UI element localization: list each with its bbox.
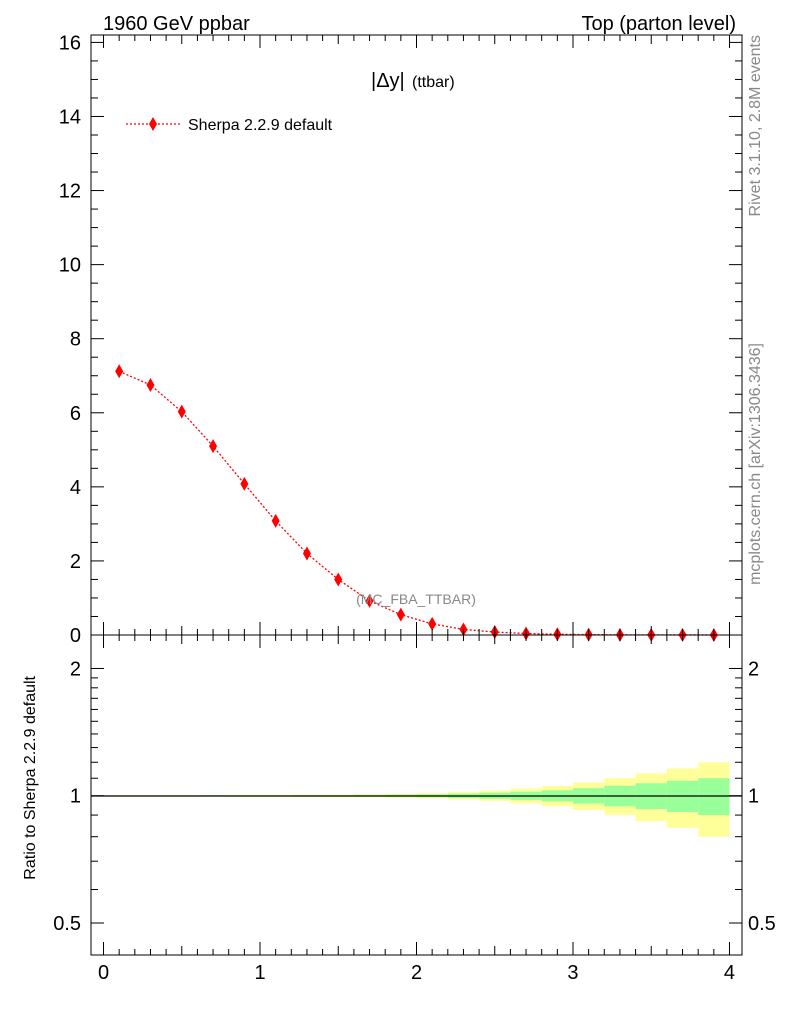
- ratio-panel: 0.5 0.5 1 1 2 2 Ratio to Sherpa 2.2.9 default: [22, 634, 776, 956]
- ratio-ticks: 0.5 0.5 1 1 2 2: [53, 658, 776, 935]
- y-tick-label: 10: [59, 255, 81, 277]
- data-point: [146, 378, 155, 392]
- legend: Sherpa 2.2.9 default: [126, 117, 333, 134]
- data-point: [365, 593, 374, 608]
- y-tick-label: 8: [70, 329, 81, 351]
- x-tick-label: 2: [411, 962, 422, 984]
- data-point: [396, 607, 405, 622]
- data-point: [428, 616, 437, 631]
- y-tick-label: 16: [59, 32, 81, 54]
- ratio-bands: [103, 762, 730, 837]
- header-right-title: Top (parton level): [581, 13, 736, 35]
- ratio-y-tick-label-right: 1: [748, 786, 759, 808]
- y-tick-label: 2: [70, 551, 81, 573]
- ratio-y-tick-label-right: 2: [748, 658, 759, 680]
- x-axis-ticks: 0 1 2 3 4: [98, 35, 735, 984]
- data-point: [334, 572, 343, 587]
- data-point: [302, 546, 311, 561]
- side-label-mcplots: mcplots.cern.ch [arXiv:1306.3436]: [747, 343, 764, 585]
- y-tick-label: 4: [70, 477, 81, 499]
- data-point: [209, 439, 218, 454]
- ratio-band-inner: [698, 778, 730, 816]
- y-tick-label: 0: [70, 625, 81, 647]
- main-panel: 0 2 4 6 8 10 12 14 16 |Δy| (ttbar) (MC_FBA_TTBAR…: [59, 32, 743, 647]
- plot-label-sub: (ttbar): [412, 74, 455, 91]
- legend-label: Sherpa 2.2.9 default: [188, 117, 333, 134]
- ratio-y-tick-label: 2: [70, 658, 81, 680]
- ratio-y-axis-label: Ratio to Sherpa 2.2.9 default: [22, 675, 39, 879]
- y-tick-label: 14: [59, 106, 81, 128]
- data-point: [115, 364, 124, 379]
- watermark: (MC_FBA_TTBAR): [356, 591, 476, 607]
- x-tick-label: 0: [98, 962, 109, 984]
- header-left-title: 1960 GeV ppbar: [103, 13, 250, 35]
- data-point: [271, 513, 280, 528]
- x-tick-label: 1: [254, 962, 265, 984]
- data-point: [177, 404, 186, 419]
- y-tick-label: 12: [59, 181, 81, 203]
- main-ticks: 0 2 4 6 8 10 12 14 16: [59, 32, 742, 647]
- legend-marker: [149, 117, 157, 131]
- ratio-y-tick-label-right: 0.5: [748, 913, 776, 935]
- x-tick-label: 3: [567, 962, 578, 984]
- data-point: [240, 476, 249, 491]
- x-tick-label: 4: [724, 962, 735, 984]
- ratio-y-tick-label: 0.5: [53, 913, 81, 935]
- ratio-y-tick-label: 1: [70, 786, 81, 808]
- side-label-rivet: Rivet 3.1.10, 2.8M events: [747, 35, 764, 216]
- plot-label-main: |Δy|: [371, 70, 405, 92]
- y-tick-label: 6: [70, 403, 81, 425]
